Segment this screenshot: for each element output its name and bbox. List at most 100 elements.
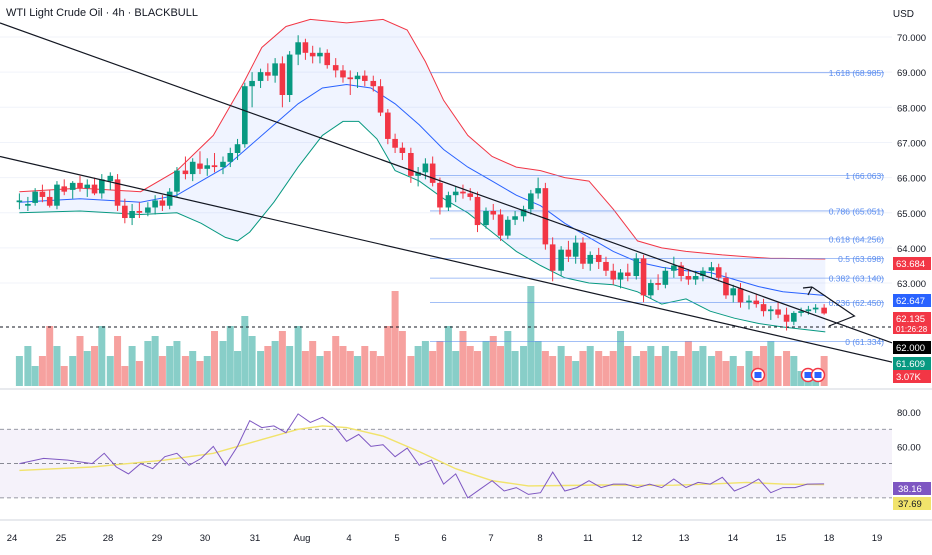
volume-bar [135,361,143,386]
volume-bar [474,351,482,386]
candle-body [775,309,781,315]
candle-body [77,182,83,189]
candle-body [340,70,346,78]
volume-bar [377,356,385,386]
volume-bar [459,331,467,386]
volume-bar [294,326,302,386]
candle-body [603,261,609,271]
volume-bar [316,356,324,386]
volume-bar [121,366,129,386]
candle-body [821,307,827,314]
price-label-text: 61.609 [896,359,925,370]
candle-body [107,175,114,182]
time-tick-label: 25 [56,533,67,544]
volume-bar [677,356,685,386]
price-tick-label: 66.000 [897,174,926,185]
candle-body [324,52,331,66]
price-label-text: 62.000 [896,343,925,354]
time-tick-label: 7 [488,533,493,544]
volume-bar [181,356,189,386]
volume-bar [504,331,512,386]
volume-bar [369,351,377,386]
candle-body [760,304,767,312]
volume-bar [617,331,625,386]
volume-bar [323,351,331,386]
volume-bar [158,356,166,386]
price-tick-label: 64.000 [897,244,926,255]
volume-bar [46,326,54,386]
candle-body [145,207,151,213]
candle-body [708,267,715,271]
candle-body [783,314,790,322]
candle-body [768,309,774,312]
volume-bar [489,336,497,386]
candle-body [700,270,706,277]
volume-bar [632,356,640,386]
candle-body [640,258,647,296]
price-label-text: 3.07K [896,372,921,383]
candle-body [535,188,541,194]
volume-bar [407,356,415,386]
volume-bar [391,291,399,386]
candle-body [189,161,196,175]
time-tick-label: Aug [294,533,311,544]
candle-body [69,182,76,190]
candle-body [624,272,631,277]
volume-bar [572,361,580,386]
candle-body [272,63,278,76]
volume-bar [144,341,152,386]
candle-body [490,210,497,215]
volume-bar [497,346,505,386]
candle-body [159,200,166,206]
volume-bar [219,341,227,386]
time-tick-label: 19 [872,533,883,544]
volume-bar [557,346,565,386]
candle-body [798,311,804,313]
volume-bar [339,346,347,386]
volume-bar [436,341,444,386]
price-axis: 70.000 69.000 68.000 67.000 66.000 65.000 64.0… [897,33,926,290]
volume-bar [595,351,603,386]
candle-body [317,52,323,57]
price-tick-label: 67.000 [897,138,926,149]
trendline-upper [0,22,893,344]
time-tick-label: 28 [103,533,114,544]
rsi-value-label: 38.16 [898,484,922,495]
time-tick-label: 15 [776,533,787,544]
price-label-box [893,370,931,383]
candle-body [370,80,377,87]
rsi-ma-value-label: 37.69 [898,499,922,510]
volume-bar [670,351,678,386]
candle-body [452,191,459,196]
time-tick-label: 12 [632,533,643,544]
candle-body [122,205,128,219]
candle-body [429,163,436,183]
time-tick-label: 4 [346,533,351,544]
rsi-tick-label: 80.00 [897,408,921,419]
candle-body [242,86,248,145]
projection-arrowhead [802,286,813,296]
candle-body [25,203,31,206]
candle-body [505,219,511,236]
candle-body [408,152,414,176]
volume-bar [114,336,122,386]
volume-bar [301,351,309,386]
candle-body [377,86,384,113]
volume-bar [452,351,460,386]
fib-level-label: 0.382 (63.140) [829,274,884,284]
candle-body [723,277,729,296]
candle-body [392,138,398,148]
candle-body [437,182,443,208]
candle-body [595,254,602,262]
candle-body [610,270,617,280]
volume-bar [189,351,197,386]
volume-bar [767,341,775,386]
time-tick-label: 13 [679,533,690,544]
candle-body [474,196,481,226]
time-tick-label: 30 [200,533,211,544]
volume-bar [541,351,549,386]
volume-bar [98,326,106,386]
volume-bar [346,351,354,386]
